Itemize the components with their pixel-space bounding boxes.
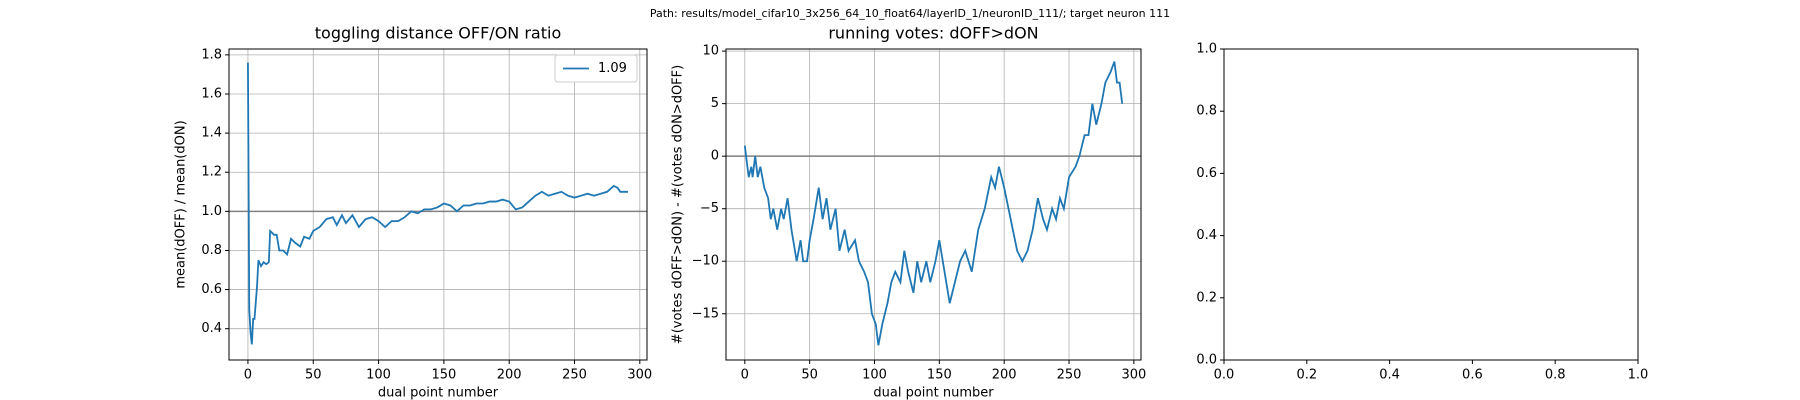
x-tick-label: 0.6 — [1462, 368, 1483, 383]
data-line — [743, 61, 1124, 346]
figure-title: Path: results/model_cifar10_3x256_64_10_… — [650, 7, 1170, 20]
y-tick-label: −15 — [692, 306, 719, 321]
y-axis-label: mean(dOFF) / mean(dON) — [174, 120, 189, 288]
axes-title: running votes: dOFF>dON — [828, 24, 1038, 43]
data-line — [247, 62, 629, 345]
y-tick-label: 0 — [711, 149, 719, 164]
y-tick-label: 1.0 — [1196, 42, 1217, 57]
y-tick-label: 5 — [711, 96, 719, 111]
y-tick-label: 1.4 — [201, 126, 222, 141]
y-tick-label: 10 — [702, 44, 719, 59]
x-tick-label: 50 — [305, 368, 322, 383]
legend: 1.09 — [554, 54, 638, 83]
x-tick-label: 150 — [431, 368, 456, 383]
y-axis-label: #(votes dOFF>dON) - #(votes dON>dOFF) — [671, 65, 686, 344]
y-tick-label: 0.8 — [1196, 104, 1217, 119]
y-tick-label: 1.0 — [201, 204, 222, 219]
x-tick-label: 150 — [927, 368, 952, 383]
y-tick-label: 1.6 — [201, 86, 222, 101]
x-tick-label: 1.0 — [1628, 368, 1649, 383]
x-tick-label: 0 — [741, 368, 749, 383]
axes-title: toggling distance OFF/ON ratio — [315, 24, 561, 43]
x-tick-label: 0.2 — [1296, 368, 1317, 383]
x-tick-label: 50 — [801, 368, 818, 383]
x-tick-label: 0.4 — [1379, 368, 1400, 383]
axes-frame — [725, 48, 1142, 361]
x-tick-label: 0.8 — [1545, 368, 1566, 383]
y-tick-label: 0.6 — [1196, 166, 1217, 181]
y-tick-label: 0.0 — [1196, 353, 1217, 368]
y-tick-label: 0.4 — [1196, 228, 1217, 243]
axes-frame — [228, 48, 648, 361]
x-tick-label: 0 — [244, 368, 252, 383]
x-tick-label: 100 — [862, 368, 887, 383]
x-axis-label: dual point number — [378, 386, 499, 400]
y-tick-label: 0.2 — [1196, 290, 1217, 305]
x-tick-label: 100 — [366, 368, 391, 383]
y-tick-label: 0.4 — [201, 321, 222, 336]
x-tick-label: 250 — [1057, 368, 1082, 383]
y-tick-label: 0.8 — [201, 243, 222, 258]
x-tick-label: 200 — [992, 368, 1017, 383]
legend-label: 1.09 — [598, 61, 627, 76]
y-tick-label: 1.8 — [201, 47, 222, 62]
x-axis-label: dual point number — [873, 386, 994, 400]
x-tick-label: 200 — [497, 368, 522, 383]
y-tick-label: −5 — [700, 201, 719, 216]
x-tick-label: 300 — [627, 368, 652, 383]
x-tick-label: 0.0 — [1214, 368, 1235, 383]
legend-frame — [554, 54, 638, 83]
y-tick-label: 1.2 — [201, 165, 222, 180]
y-tick-label: −10 — [692, 254, 719, 269]
axes-frame — [1223, 48, 1639, 361]
x-tick-label: 250 — [562, 368, 587, 383]
y-tick-label: 0.6 — [201, 282, 222, 297]
x-tick-label: 300 — [1121, 368, 1146, 383]
